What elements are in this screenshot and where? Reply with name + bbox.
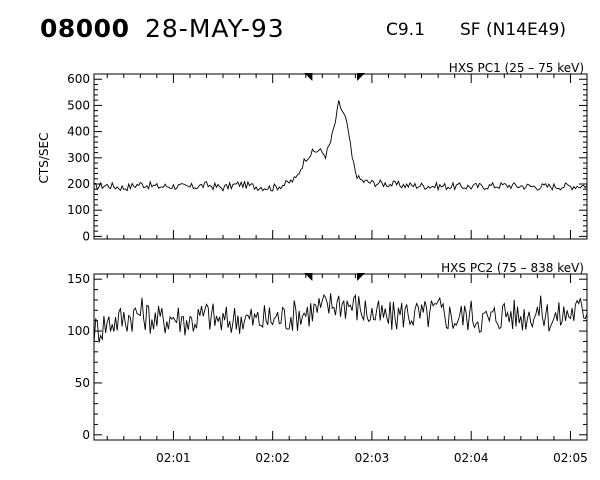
series-line <box>93 293 588 344</box>
panel-pc2: HXS PC2 (75 – 838 keV) 0 50 100 150 02:01 02:… <box>67 261 588 465</box>
time-marker <box>357 73 366 81</box>
flare-info: SF (N14E49) <box>460 20 566 40</box>
time-marker <box>304 73 313 81</box>
y-tick-label: 150 <box>67 272 90 286</box>
panel-pc1: HXS PC1 (25 – 75 keV) CTS/SEC 0 100 200 300… <box>37 61 588 243</box>
y-tick-label: 50 <box>75 376 90 390</box>
x-tick-label: 02:05 <box>553 451 588 465</box>
plot-frame <box>93 73 588 240</box>
event-date: 28-MAY-93 <box>145 14 285 43</box>
time-marker <box>357 273 366 281</box>
y-tick-label: 400 <box>67 125 90 139</box>
x-tick-label: 02:01 <box>156 451 191 465</box>
plot-frame <box>93 273 588 441</box>
y-tick-label: 0 <box>82 428 90 442</box>
event-id: 08000 <box>40 14 130 43</box>
y-tick-label: 200 <box>67 177 90 191</box>
x-tick-label: 02:04 <box>454 451 489 465</box>
y-tick-label: 100 <box>67 203 90 217</box>
y-tick-label: 300 <box>67 151 90 165</box>
y-tick-label: 100 <box>67 324 90 338</box>
series-line <box>93 100 588 192</box>
y-tick-label: 500 <box>67 98 90 112</box>
y-axis-label: CTS/SEC <box>37 133 51 184</box>
x-tick-label: 02:02 <box>255 451 290 465</box>
goes-class: C9.1 <box>386 20 425 40</box>
panel-pc1-title: HXS PC1 (25 – 75 keV) <box>449 61 584 75</box>
y-tick-label: 0 <box>82 229 90 243</box>
y-tick-label: 600 <box>67 72 90 86</box>
panel-pc2-title: HXS PC2 (75 – 838 keV) <box>441 261 584 275</box>
time-marker <box>304 273 313 281</box>
x-tick-label: 02:03 <box>355 451 390 465</box>
